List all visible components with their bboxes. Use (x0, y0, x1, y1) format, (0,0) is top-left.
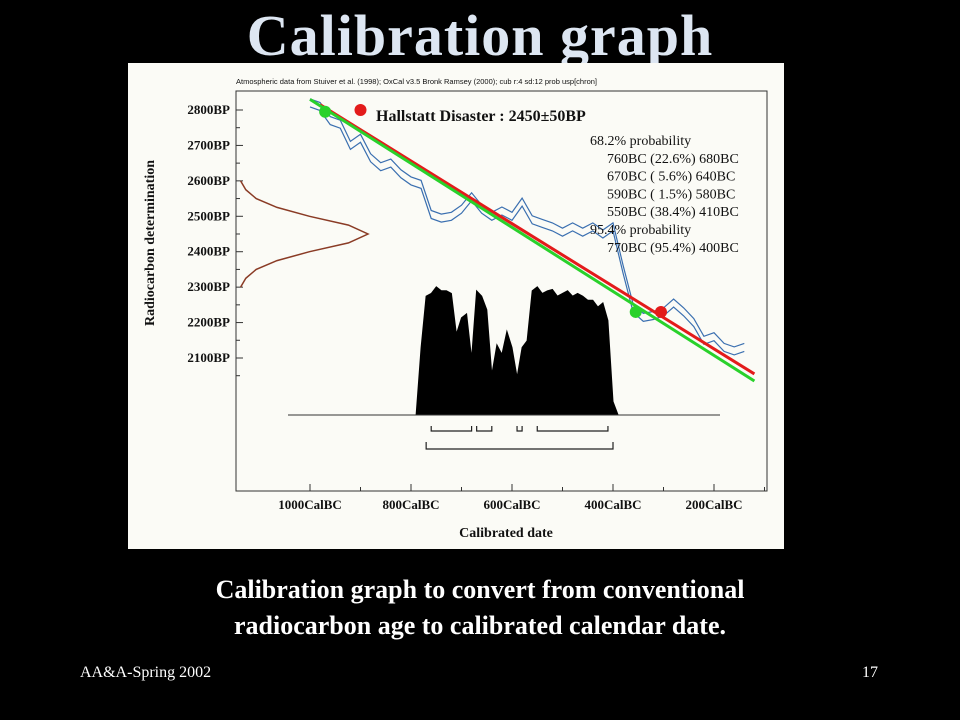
x-axis: 1000CalBC 800CalBC 600CalBC 400CalBC 200CalB… (278, 484, 765, 512)
y-tick-label: 2800BP (187, 102, 230, 117)
x-tick-label: 800CalBC (382, 497, 439, 512)
calendar-histogram (415, 286, 619, 416)
page-number: 17 (862, 664, 878, 681)
calibration-curve-upper (309, 98, 745, 348)
x-tick-label: 400CalBC (584, 497, 641, 512)
probability-line: 590BC ( 1.5%) 580BC (607, 187, 735, 202)
slide-title: Calibration graph (246, 3, 714, 68)
footer-course: AA&A-Spring 2002 (80, 664, 212, 681)
probability-line: 68.2% probability (590, 134, 691, 149)
y-tick-label: 2600BP (187, 173, 230, 188)
red-line (319, 103, 756, 376)
chart-header-note: Atmospheric data from Stuiver et al. (19… (236, 77, 597, 86)
x-tick-label: 600CalBC (483, 497, 540, 512)
probability-line: 770BC (95.4%) 400BC (607, 241, 739, 256)
fit-lines (309, 98, 756, 383)
annotation-title: Hallstatt Disaster : 2450±50BP (376, 108, 586, 125)
x-tick-label: 200CalBC (685, 497, 742, 512)
red-line-marker (354, 104, 367, 116)
distributions (239, 180, 720, 416)
radiocarbon-distribution (239, 180, 370, 288)
one-sigma-range (516, 426, 523, 432)
one-sigma-range (476, 426, 493, 432)
probability-line: 550BC (38.4%) 410BC (607, 205, 739, 220)
green-line (309, 98, 756, 383)
y-tick-label: 2100BP (187, 350, 230, 365)
caption-line-1: Calibration graph to convert from conven… (215, 575, 745, 604)
y-tick-label: 2200BP (187, 315, 230, 330)
calibration-chart: Atmospheric data from Stuiver et al. (19… (128, 63, 784, 549)
y-tick-label: 2500BP (187, 208, 230, 223)
probability-text: 68.2% probability 760BC (22.6%) 680BC 670B… (590, 134, 739, 256)
one-sigma-range (536, 426, 609, 432)
calibration-curve-lower (309, 106, 745, 356)
two-sigma-range (425, 442, 614, 450)
y-axis-label: Radiocarbon determination (143, 160, 158, 326)
calibration-curve (309, 98, 745, 356)
green-line-marker (629, 305, 642, 318)
y-tick-label: 2300BP (187, 279, 230, 294)
one-sigma-range (430, 426, 473, 432)
plot-frame (235, 90, 768, 492)
red-line-marker (654, 305, 667, 318)
green-line-marker (319, 105, 332, 118)
x-axis-label: Calibrated date (459, 526, 553, 541)
chart-svg: Atmospheric data from Stuiver et al. (19… (143, 77, 768, 541)
probability-line: 760BC (22.6%) 680BC (607, 152, 739, 167)
caption-line-2: radiocarbon age to calibrated calendar d… (233, 611, 727, 640)
x-tick-label: 1000CalBC (278, 497, 342, 512)
y-tick-label: 2700BP (187, 137, 230, 152)
caption: Calibration graph to convert from conven… (0, 572, 960, 644)
probability-line: 670BC ( 5.6%) 640BC (607, 170, 735, 185)
probability-ranges (425, 426, 614, 450)
y-tick-label: 2400BP (187, 244, 230, 259)
y-axis: 2800BP 2700BP 2600BP 2500BP 2400BP 2300BP 2200… (187, 102, 243, 377)
probability-line: 95.4% probability (590, 223, 691, 238)
